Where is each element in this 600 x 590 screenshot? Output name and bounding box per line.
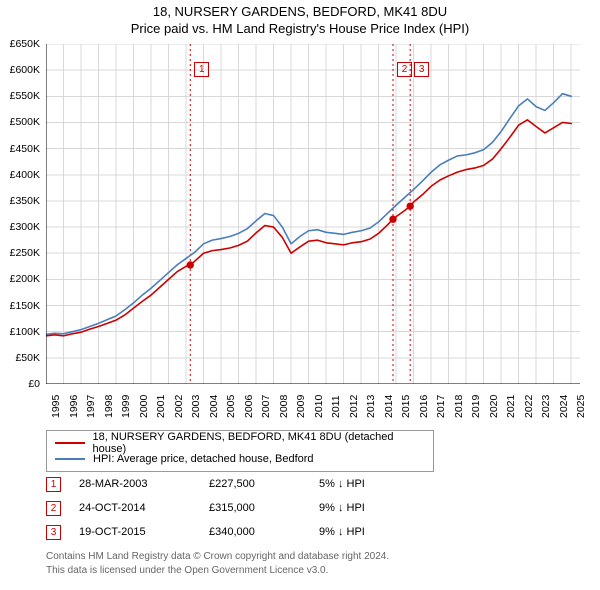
y-tick-label: £500K [10,116,40,128]
x-tick-label: 2022 [523,395,535,418]
x-tick-label: 2003 [190,395,202,418]
chart-title-line1: 18, NURSERY GARDENS, BEDFORD, MK41 8DU [0,4,600,21]
x-tick-label: 2002 [173,395,185,418]
transaction-price: £227,500 [209,478,319,490]
chart-legend: 18, NURSERY GARDENS, BEDFORD, MK41 8DU (… [46,430,434,472]
transaction-date: 24-OCT-2014 [79,502,209,514]
y-tick-label: £350K [10,195,40,207]
chart-title-line2: Price paid vs. HM Land Registry's House … [0,21,600,38]
x-tick-label: 2005 [225,395,237,418]
x-tick-label: 2011 [330,395,342,418]
x-tick-label: 2007 [260,395,272,418]
x-tick-label: 1997 [85,395,97,418]
x-tick-label: 2010 [313,395,325,418]
page-root: 18, NURSERY GARDENS, BEDFORD, MK41 8DU P… [0,0,600,590]
legend-row: 18, NURSERY GARDENS, BEDFORD, MK41 8DU (… [55,435,425,451]
x-tick-label: 2024 [558,395,570,418]
transaction-marker: 3 [414,62,429,77]
y-tick-label: £250K [10,247,40,259]
x-tick-label: 2012 [348,395,360,418]
transaction-marker: 2 [397,62,412,77]
y-tick-label: £200K [10,273,40,285]
transaction-row: 3 19-OCT-2015£340,0009% ↓ HPI [46,520,496,544]
x-tick-label: 2023 [540,395,552,418]
x-tick-label: 2006 [243,395,255,418]
transaction-delta: 9% ↓ HPI [319,502,439,514]
chart-footer: Contains HM Land Registry data © Crown c… [46,550,389,577]
transaction-marker: 1 [194,62,209,77]
transaction-price: £315,000 [209,502,319,514]
y-tick-label: £650K [10,38,40,50]
x-tick-label: 2025 [575,395,587,418]
transaction-delta: 5% ↓ HPI [319,478,439,490]
chart-plot-area: 1 23 [46,44,580,384]
x-tick-label: 2019 [470,395,482,418]
transaction-row-marker: 1 [46,477,61,492]
legend-label: HPI: Average price, detached house, Bedf… [93,453,314,465]
x-tick-label: 2020 [488,395,500,418]
x-tick-label: 2013 [365,395,377,418]
transaction-delta: 9% ↓ HPI [319,526,439,538]
x-tick-label: 2000 [138,395,150,418]
legend-swatch [55,442,85,444]
x-tick-label: 2014 [383,395,395,418]
x-tick-label: 2021 [505,395,517,418]
x-tick-label: 1995 [50,395,62,418]
y-tick-label: £550K [10,90,40,102]
transaction-row: 2 24-OCT-2014£315,0009% ↓ HPI [46,496,496,520]
footer-line1: Contains HM Land Registry data © Crown c… [46,550,389,564]
x-axis-labels: 1995 1996 1997 1998 1999 2000 2001 2002 2003 2004… [46,386,580,436]
x-tick-label: 2018 [453,395,465,418]
x-tick-label: 2004 [208,395,220,418]
transaction-row: 1 28-MAR-2003£227,5005% ↓ HPI [46,472,496,496]
transaction-date: 19-OCT-2015 [79,526,209,538]
x-tick-label: 2017 [435,395,447,418]
transaction-price: £340,000 [209,526,319,538]
y-tick-label: £400K [10,169,40,181]
x-tick-label: 1998 [103,395,115,418]
y-tick-label: £0 [28,378,40,390]
x-tick-label: 2015 [400,395,412,418]
y-tick-label: £300K [10,221,40,233]
y-tick-label: £50K [15,352,40,364]
y-tick-label: £450K [10,143,40,155]
transactions-table: 1 28-MAR-2003£227,5005% ↓ HPI 2 24-OCT-2014… [46,472,496,544]
transaction-row-marker: 3 [46,525,61,540]
legend-swatch [55,458,85,460]
x-tick-label: 1999 [120,395,132,418]
transaction-row-marker: 2 [46,501,61,516]
x-tick-label: 2001 [155,395,167,418]
x-tick-label: 1996 [68,395,80,418]
y-axis-labels: £0£50K£100K£150K£200K£250K£300K£350K£400… [0,44,44,384]
transaction-marker-layer: 1 23 [46,44,580,384]
x-tick-label: 2009 [295,395,307,418]
legend-label: 18, NURSERY GARDENS, BEDFORD, MK41 8DU (… [93,431,425,455]
x-tick-label: 2008 [278,395,290,418]
footer-line2: This data is licensed under the Open Gov… [46,564,389,578]
chart-title-block: 18, NURSERY GARDENS, BEDFORD, MK41 8DU P… [0,0,600,38]
x-tick-label: 2016 [418,395,430,418]
y-tick-label: £600K [10,64,40,76]
y-tick-label: £150K [10,300,40,312]
y-tick-label: £100K [10,326,40,338]
transaction-date: 28-MAR-2003 [79,478,209,490]
